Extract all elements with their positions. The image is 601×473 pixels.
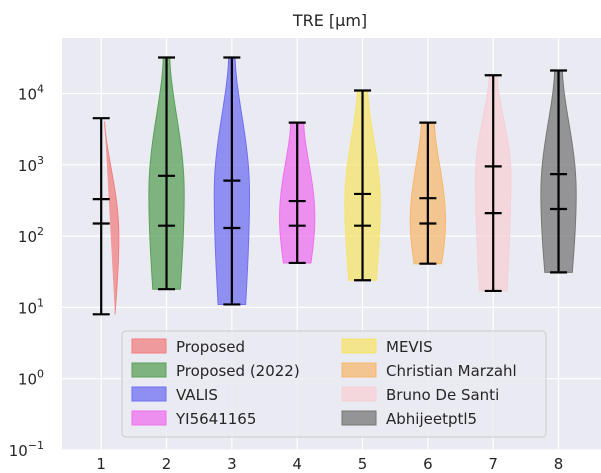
legend-label-6: Christian Marzahl [386, 362, 517, 380]
x-tick-label-2: 2 [162, 455, 172, 473]
x-tick-label-6: 6 [423, 455, 433, 473]
legend: Proposed Proposed (2022) VALIS YI5641165 MEV… [121, 330, 547, 438]
x-tick-label-1: 1 [96, 455, 106, 473]
y-tick-label-4: 103 [18, 154, 44, 175]
legend-label-2: Proposed (2022) [176, 362, 300, 380]
y-tick-label-0: 10−1 [9, 439, 44, 460]
legend-swatch-5 [341, 338, 377, 354]
legend-swatch-6 [341, 362, 377, 378]
legend-swatch-4 [131, 410, 167, 426]
legend-label-7: Bruno De Santi [386, 386, 499, 404]
legend-swatch-1 [131, 338, 167, 354]
y-tick-label-3: 102 [18, 225, 44, 246]
legend-box [121, 330, 547, 438]
legend-label-8: Abhijeetptl5 [386, 410, 477, 428]
x-tick-label-7: 7 [488, 455, 498, 473]
x-tick-label-5: 5 [358, 455, 368, 473]
x-tick-label-8: 8 [554, 455, 564, 473]
legend-label-1: Proposed [176, 338, 245, 356]
legend-swatch-3 [131, 386, 167, 402]
x-tick-label-4: 4 [292, 455, 302, 473]
legend-swatch-8 [341, 410, 377, 426]
legend-label-5: MEVIS [386, 338, 433, 356]
violin-1 [104, 121, 120, 315]
legend-swatch-7 [341, 386, 377, 402]
legend-swatch-2 [131, 362, 167, 378]
y-tick-labels: 10−1 100 101 102 103 104 [9, 82, 44, 460]
legend-label-3: VALIS [176, 386, 218, 404]
chart-title: TRE [μm] [292, 11, 367, 30]
y-tick-label-2: 101 [18, 296, 44, 317]
x-tick-labels: 1 2 3 4 5 6 7 8 [96, 455, 563, 473]
whiskers [92, 56, 568, 316]
y-tick-label-5: 104 [18, 82, 44, 103]
y-tick-label-1: 100 [18, 368, 44, 389]
x-tick-label-3: 3 [227, 455, 237, 473]
legend-label-4: YI5641165 [175, 410, 256, 428]
